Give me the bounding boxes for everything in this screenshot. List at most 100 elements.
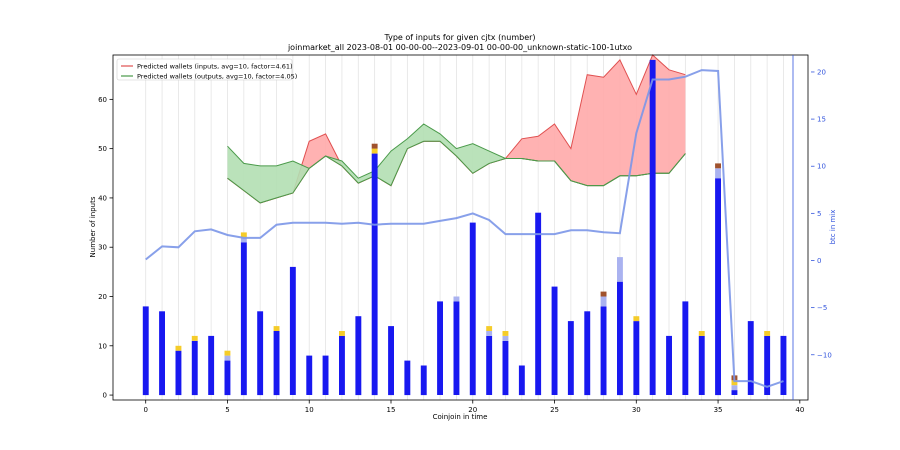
bar-segment [633, 321, 640, 395]
bar-segment [649, 59, 656, 396]
chart-title: Type of inputs for given cjtx (number) [383, 33, 535, 42]
x-tick-label: 30 [632, 406, 641, 414]
bar-segment [682, 301, 689, 395]
bar-segment [388, 326, 394, 396]
bar-segment [617, 257, 623, 282]
bar-segment [420, 365, 427, 396]
y-tick-label: 40 [98, 194, 107, 202]
bar-segment [240, 242, 247, 396]
bar-segment [175, 350, 182, 396]
bar-segment [535, 212, 542, 396]
y-tick-label: 60 [98, 96, 107, 104]
y-tick-label: 0 [103, 392, 107, 400]
bar-segment [600, 306, 607, 396]
y2-tick-label: 5 [817, 210, 821, 218]
bar-segment [617, 281, 623, 396]
bar-segment [600, 296, 607, 307]
bar-series [142, 59, 787, 396]
y-tick-label: 30 [98, 244, 107, 252]
bar-segment [191, 335, 198, 341]
bar-segment [142, 306, 149, 396]
y-tick-label: 50 [98, 145, 107, 153]
bar-segment [355, 316, 362, 396]
bar-segment [175, 345, 182, 351]
bar-segment [584, 311, 591, 396]
bar-segment [437, 301, 443, 395]
legend-label-0: Predicted wallets (inputs, avg=10, facto… [137, 62, 293, 70]
bar-segment [273, 331, 280, 396]
x-tick-label: 35 [714, 406, 723, 414]
bar-segment [224, 360, 231, 396]
y2-tick-label: 20 [817, 68, 826, 76]
bar-segment [731, 385, 738, 391]
bar-segment [306, 355, 313, 395]
bar-segment [666, 335, 672, 395]
x-tick-label: 10 [305, 406, 314, 414]
bar-segment [633, 316, 640, 322]
bar-segment [371, 148, 378, 154]
x-tick-label: 15 [387, 406, 396, 414]
y-axis: 0 10 20 30 40 50 60 [98, 96, 113, 400]
bar-segment [518, 365, 525, 396]
bar-segment [257, 311, 264, 396]
bar-segment [371, 153, 378, 396]
bar-segment [469, 222, 476, 396]
y2-axis-label: btc in mix [829, 210, 837, 245]
bar-segment [486, 326, 493, 331]
bar-segment [453, 301, 460, 395]
bar-segment [371, 143, 378, 149]
x-tick-label: 25 [550, 406, 559, 414]
y2-axis: −10 −5 0 5 10 15 20 [792, 55, 832, 400]
bar-segment [208, 335, 215, 395]
y2-tick-label: −10 [817, 351, 832, 359]
band-lower-edge-1 [227, 140, 686, 204]
bar-segment [715, 168, 721, 179]
legend-box [116, 58, 293, 81]
y2-tick-label: 10 [817, 163, 826, 171]
bar-segment [486, 331, 493, 336]
x-tick-label: 20 [468, 406, 477, 414]
bar-segment [339, 331, 345, 336]
bar-segment [502, 340, 509, 396]
legend: Predicted wallets (inputs, avg=10, facto… [116, 58, 297, 81]
band-fill-1 [227, 124, 686, 203]
x-axis: 0 5 10 15 20 25 30 35 40 [143, 400, 804, 414]
bar-segment [747, 321, 754, 395]
bar-segment [159, 311, 165, 396]
bar-segment [273, 326, 280, 331]
predicted-wallet-bands [227, 54, 686, 204]
bar-segment [224, 355, 231, 361]
btc-in-mix-line [145, 69, 784, 388]
bar-segment [240, 237, 247, 243]
y-tick-label: 20 [98, 293, 107, 301]
bar-segment [502, 335, 509, 341]
btc-line-layer [145, 69, 784, 388]
bar-segment [404, 360, 411, 396]
bar-segment [698, 335, 705, 395]
y-tick-label: 10 [98, 342, 107, 350]
band-fill-0 [227, 55, 686, 203]
bar-segment [240, 232, 247, 238]
y2-tick-label: 0 [817, 257, 821, 265]
bar-segment [715, 163, 721, 169]
bar-segment [600, 291, 607, 297]
chart-subtitle: joinmarket_all 2023-08-01 00-00-00--2023… [287, 43, 632, 52]
bar-segment [731, 380, 738, 386]
y2-tick-label: −5 [817, 304, 827, 312]
bar-segment [486, 335, 493, 395]
bar-segment [322, 355, 329, 395]
legend-label-1: Predicted wallets (outputs, avg=10, fact… [137, 72, 297, 80]
bar-segment [764, 335, 771, 395]
bar-segment [224, 350, 231, 356]
x-tick-label: 0 [143, 406, 147, 414]
bar-segment [715, 178, 721, 396]
bar-segment [698, 331, 705, 336]
bar-segment [289, 266, 296, 395]
bar-segment [551, 286, 558, 395]
bar-segment [453, 296, 460, 302]
bar-segment [764, 331, 771, 336]
bar-segment [731, 390, 738, 395]
bar-segment [567, 321, 574, 395]
x-tick-label: 40 [795, 406, 804, 414]
